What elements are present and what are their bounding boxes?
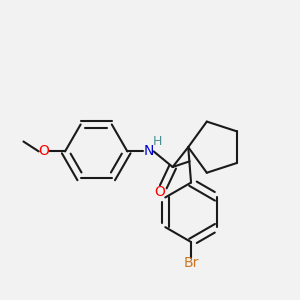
Text: H: H (152, 135, 162, 148)
Text: O: O (154, 185, 165, 200)
Text: Br: Br (183, 256, 199, 270)
Text: O: O (38, 144, 49, 158)
Text: N: N (143, 144, 154, 158)
